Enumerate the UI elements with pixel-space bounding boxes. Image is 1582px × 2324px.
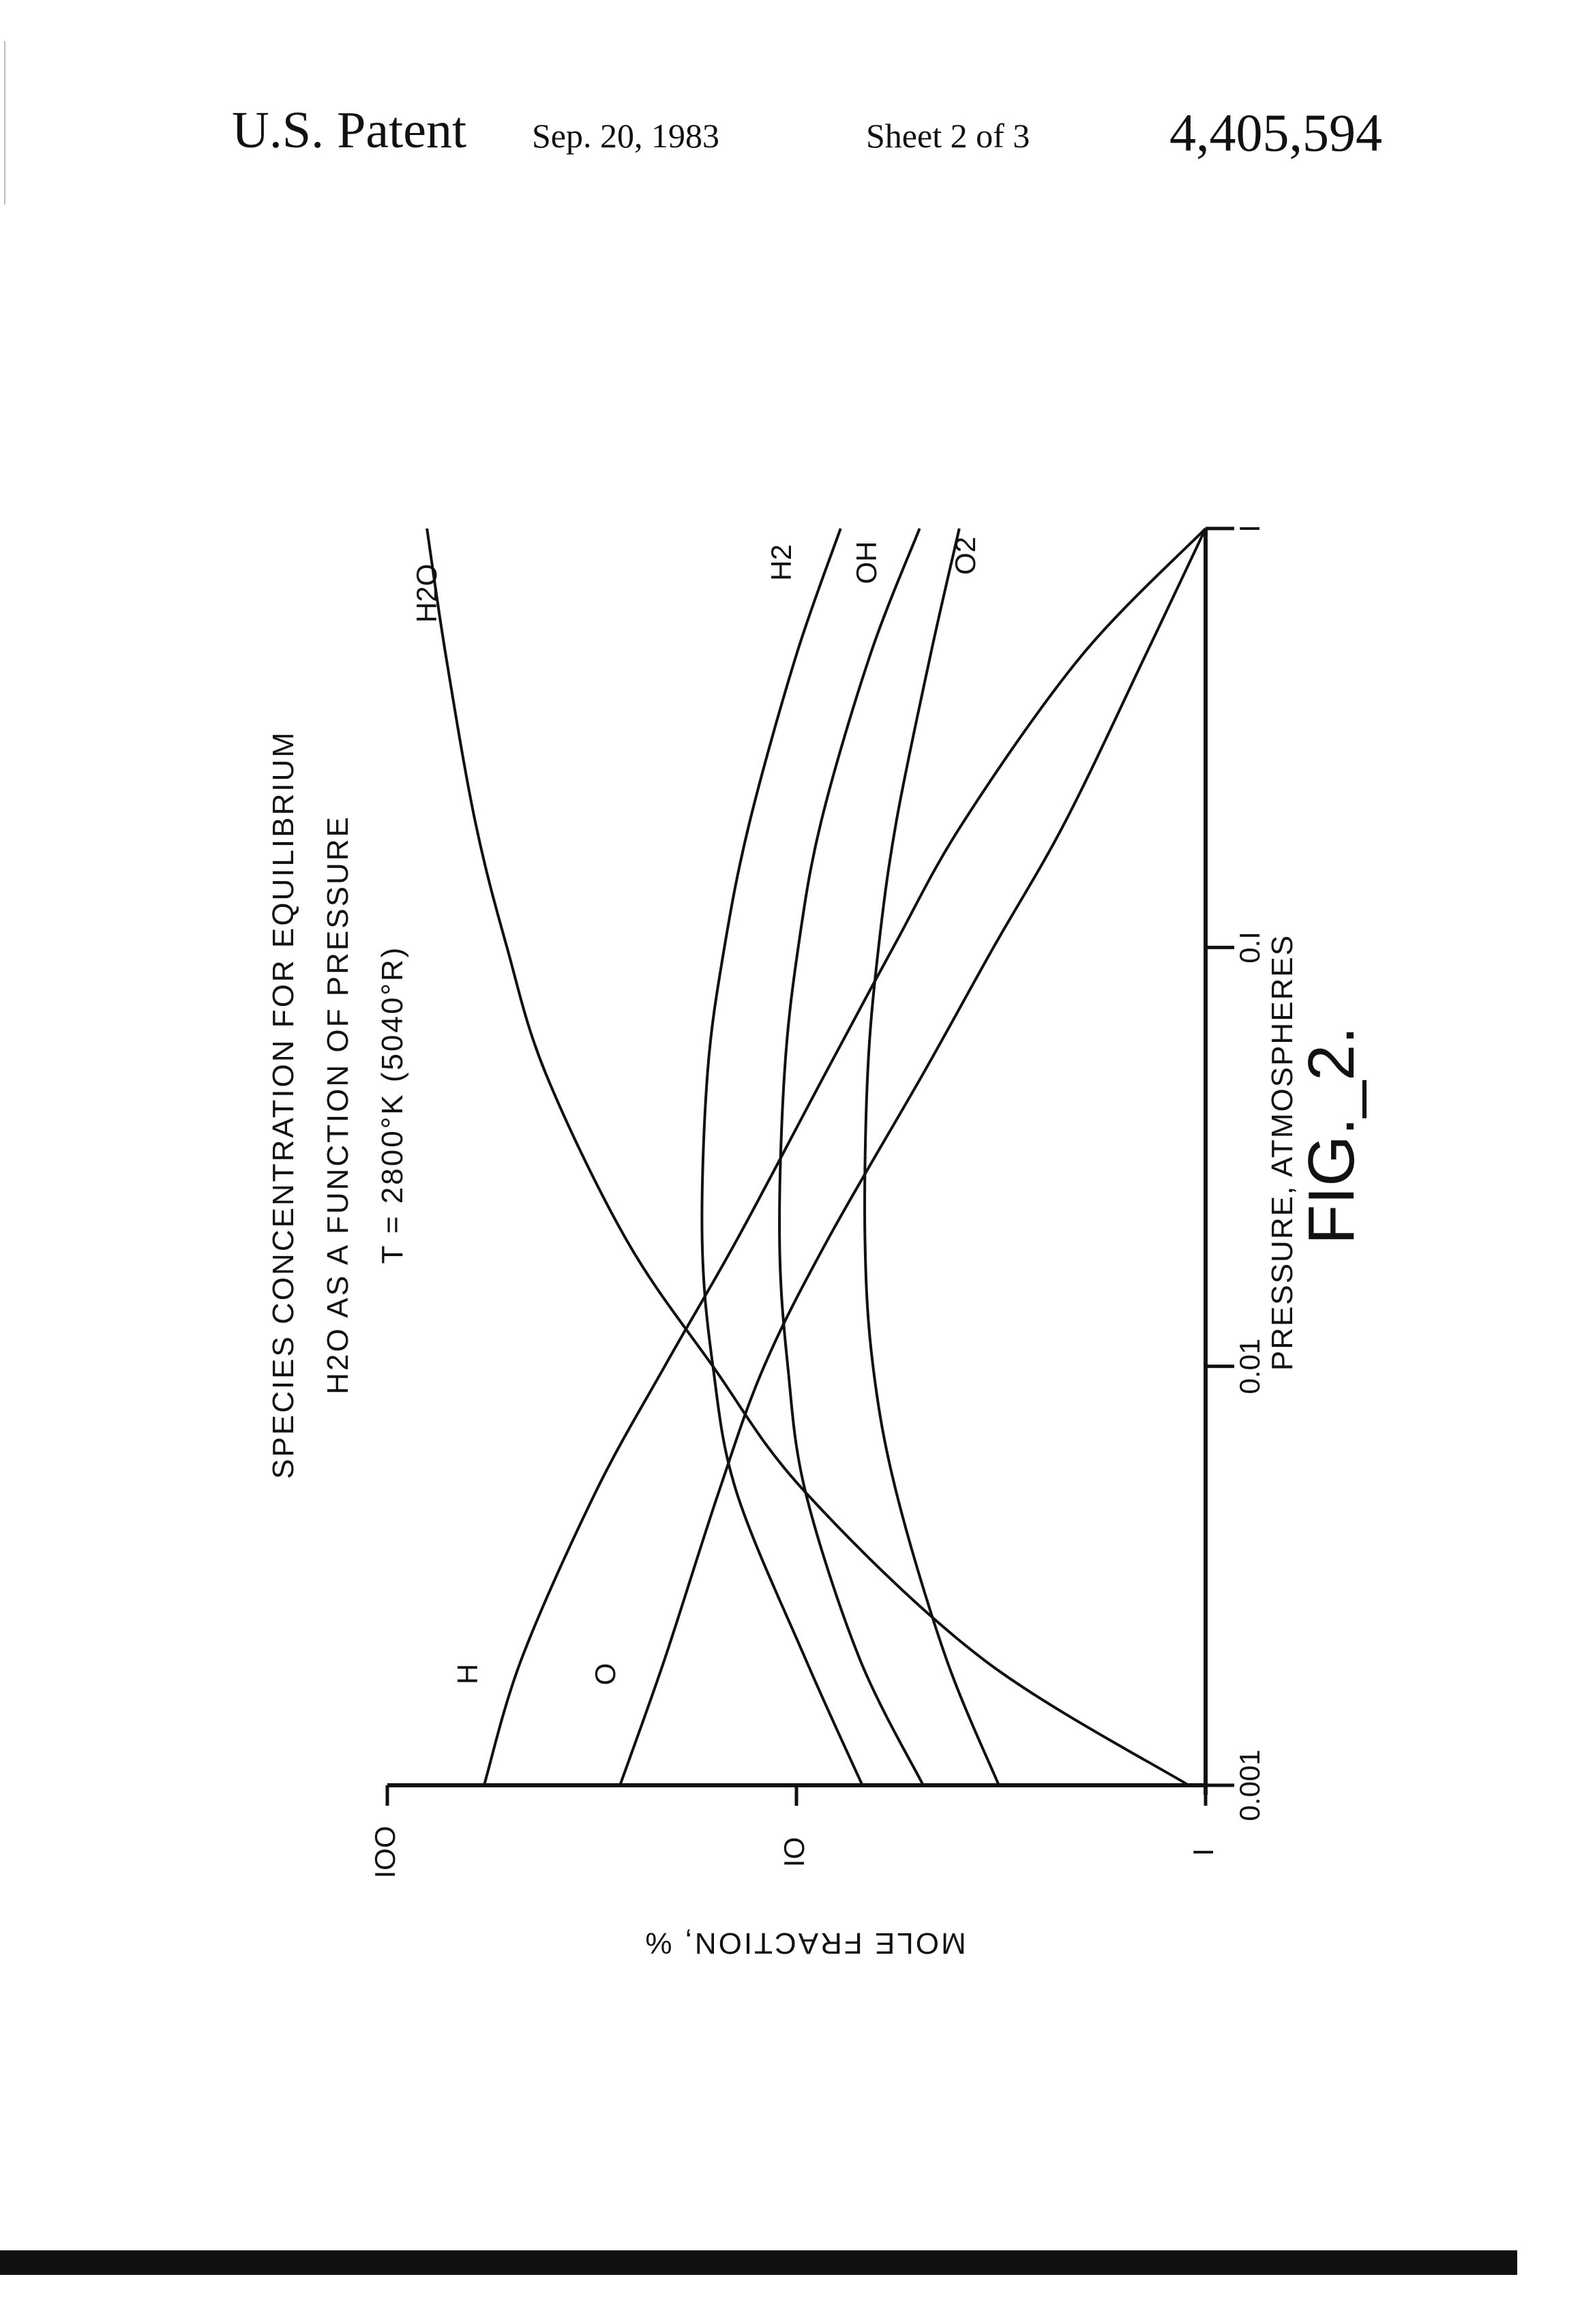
scan-bottom-bar <box>0 2250 1517 2275</box>
series-line-h <box>484 528 1206 1785</box>
series-label-oh: OH <box>850 541 882 584</box>
series-label-h2: H2 <box>765 544 797 581</box>
chart-title-line-1: SPECIES CONCENTRATION FOR EQUILIBRIUM <box>267 730 300 1479</box>
chart-ticks: 0.001 0.01 0.I I I IO IOO <box>369 524 1266 1878</box>
series-label-o: O <box>589 1663 621 1686</box>
series-label-h2o: H2O <box>411 564 443 623</box>
pressure-tick-label-1: 0.01 <box>1234 1339 1266 1395</box>
pressure-tick-label-2: 0.I <box>1234 932 1266 964</box>
chart-axes <box>387 528 1206 1795</box>
chart-labels: H O H2O H2 OH O2 SPECIES CONCENTRATION FOR EQU… <box>267 537 1368 1960</box>
mole-tick-label-1: IO <box>778 1837 810 1867</box>
mole-tick-label-0: I <box>1187 1848 1219 1856</box>
chart-curves <box>427 528 1206 1785</box>
mole-tick-label-2: IOO <box>369 1826 401 1878</box>
series-line-oh <box>779 528 923 1785</box>
chart-title-line-3: T = 2800°K (5040°R) <box>376 946 409 1264</box>
x-axis-label: PRESSURE, ATMOSPHERES <box>1266 934 1299 1371</box>
series-line-o2 <box>865 528 999 1785</box>
y-axis-label: MOLE FRACTION, % <box>643 1926 966 1960</box>
chart-title-line-2: H2O AS A FUNCTION OF PRESSURE <box>321 815 355 1395</box>
figure-label: FIG._2. <box>1295 1026 1368 1245</box>
pressure-tick-label-3: I <box>1234 524 1266 533</box>
pressure-tick-label-0: 0.001 <box>1234 1749 1266 1821</box>
series-label-o2: O2 <box>949 537 981 575</box>
series-label-h: H <box>451 1664 483 1684</box>
series-line-h2o <box>427 528 1189 1785</box>
series-line-o <box>620 528 1206 1785</box>
